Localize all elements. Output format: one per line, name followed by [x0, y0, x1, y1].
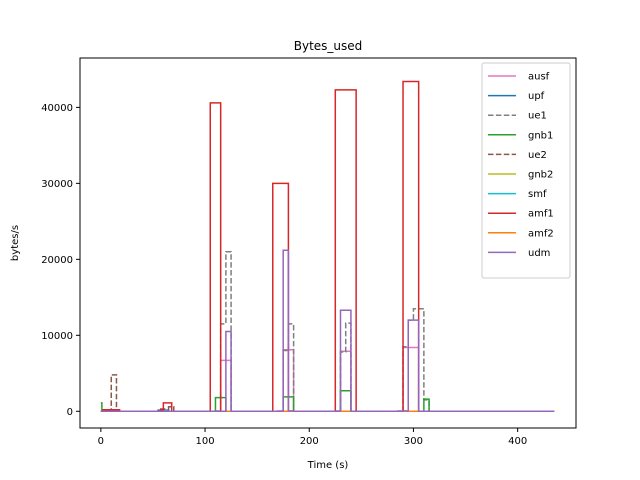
y-tick-label: 0 [67, 407, 73, 418]
legend-label-ue1: ue1 [528, 111, 547, 122]
y-tick-label: 20000 [41, 255, 73, 266]
y-tick-label: 10000 [41, 331, 73, 342]
x-tick-label: 0 [98, 436, 104, 447]
legend-label-upf: upf [528, 91, 545, 102]
series-layer [100, 80, 555, 413]
legend-label-udm: udm [528, 248, 550, 259]
axes-frame [79, 57, 577, 429]
series-line-ue1 [100, 250, 555, 413]
x-tick-label: 100 [195, 436, 214, 447]
legend-label-gnb1: gnb1 [528, 130, 553, 141]
chart-title: Bytes_used [294, 39, 363, 53]
x-axis: 0 100 200 300 400 [98, 428, 527, 447]
y-tick-label: 30000 [41, 179, 73, 190]
legend-box [481, 62, 571, 279]
legend-label-amf2: amf2 [528, 228, 554, 239]
x-axis-label: Time (s) [307, 460, 349, 471]
x-tick-label: 400 [508, 436, 527, 447]
y-axis-label: bytes/s [10, 225, 21, 261]
legend-label-smf: smf [528, 189, 547, 200]
x-tick-label: 200 [300, 436, 319, 447]
series-line-ue2 [100, 374, 555, 413]
legend-label-gnb2: gnb2 [528, 170, 553, 181]
legend-label-ue2: ue2 [528, 150, 547, 161]
y-axis: 0 10000 20000 30000 40000 [41, 103, 80, 418]
x-tick-label: 300 [404, 436, 423, 447]
legend: ausf upf ue1 gnb1 ue2 gnb2 smf amf1 amf2 udm [481, 62, 571, 279]
y-tick-label: 40000 [41, 103, 73, 114]
legend-label-amf1: amf1 [528, 209, 554, 220]
legend-label-ausf: ausf [528, 72, 550, 83]
series-line-udm [100, 249, 555, 413]
